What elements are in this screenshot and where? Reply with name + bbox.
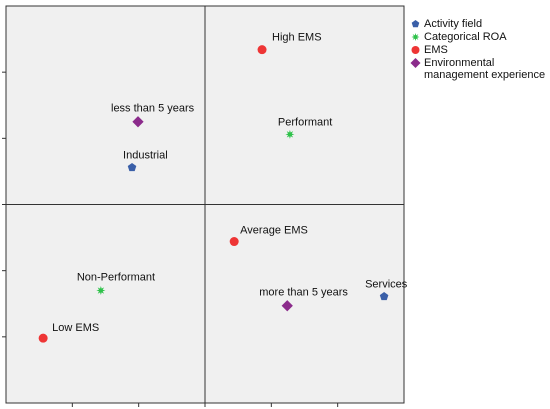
point-label: Services	[365, 278, 408, 290]
legend-item: Activity field	[410, 18, 548, 30]
point	[285, 129, 295, 139]
legend-item: EMS	[410, 44, 548, 56]
legend-label: Categorical ROA	[424, 31, 507, 43]
legend-swatch	[411, 20, 420, 28]
legend-marker	[410, 58, 421, 68]
point	[257, 45, 267, 55]
legend-label: Activity field	[424, 18, 483, 30]
point	[229, 237, 239, 247]
point-label: Non-Performant	[77, 271, 155, 283]
legend-label: EMS	[424, 44, 448, 56]
point	[96, 286, 106, 296]
point-label: more than 5 years	[259, 287, 348, 299]
point-label: Average EMS	[240, 224, 308, 236]
legend-swatch	[410, 58, 421, 68]
legend-item: Categorical ROA	[410, 31, 548, 43]
legend-label: Environmental management experience	[424, 57, 546, 81]
point-label: Low EMS	[52, 322, 99, 334]
legend-marker	[411, 33, 420, 41]
point	[38, 333, 48, 343]
point-label: less than 5 years	[111, 103, 195, 115]
legend-swatch	[411, 46, 420, 54]
legend-item: Environmental management experience	[410, 57, 548, 81]
point-label: High EMS	[272, 32, 322, 44]
point	[379, 291, 389, 301]
point	[132, 116, 144, 128]
point-label: Performant	[278, 116, 332, 128]
point	[127, 162, 137, 172]
legend: Activity field Categorical ROA EMS Environm…	[410, 18, 548, 82]
legend-swatch	[411, 33, 420, 41]
point-label: Industrial	[123, 149, 168, 161]
legend-marker	[411, 46, 420, 54]
legend-marker	[411, 20, 420, 28]
point	[281, 300, 293, 312]
